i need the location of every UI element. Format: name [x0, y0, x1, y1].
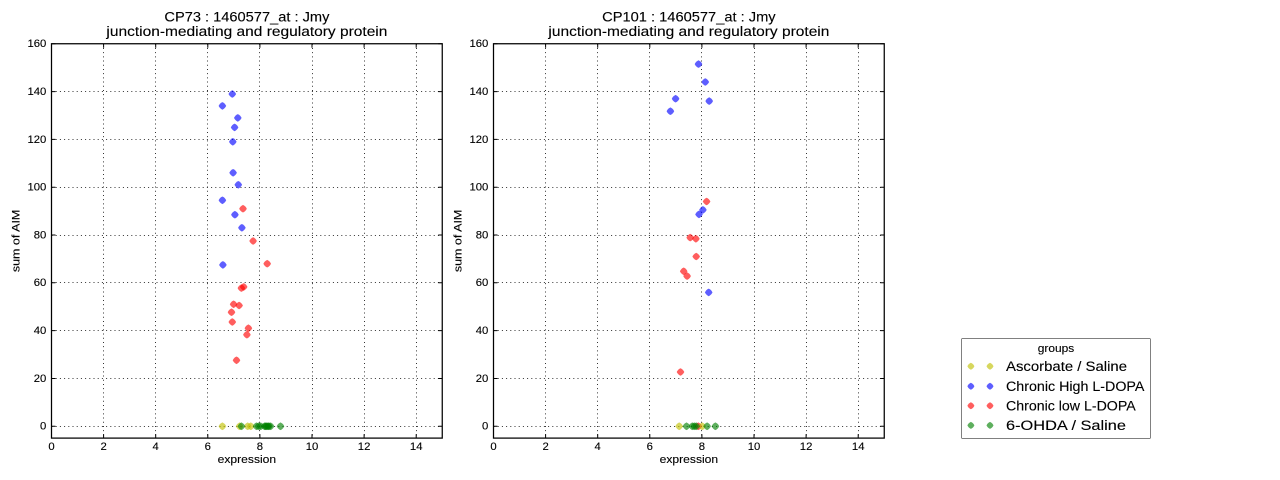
svg-text:0: 0 — [482, 421, 488, 433]
svg-text:CP73 : 1460577_at : Jmy: CP73 : 1460577_at : Jmy — [164, 9, 329, 24]
svg-text:12: 12 — [800, 441, 813, 453]
svg-text:120: 120 — [27, 134, 46, 146]
svg-text:14: 14 — [410, 441, 423, 453]
svg-text:Ascorbate / Saline: Ascorbate / Saline — [1006, 359, 1127, 374]
svg-text:CP101 : 1460577_at : Jmy: CP101 : 1460577_at : Jmy — [602, 9, 776, 24]
svg-text:14: 14 — [852, 441, 865, 453]
svg-text:140: 140 — [469, 86, 488, 98]
svg-text:2: 2 — [542, 441, 548, 453]
svg-text:sum of AIM: sum of AIM — [11, 210, 23, 273]
svg-text:80: 80 — [34, 229, 47, 241]
svg-text:40: 40 — [34, 325, 47, 337]
svg-text:160: 160 — [27, 38, 46, 50]
svg-text:sum of AIM: sum of AIM — [453, 210, 465, 273]
svg-text:12: 12 — [358, 441, 371, 453]
svg-text:4: 4 — [595, 441, 601, 453]
svg-text:60: 60 — [34, 277, 47, 289]
svg-text:junction-mediating and regulat: junction-mediating and regulatory protei… — [105, 24, 387, 39]
svg-text:junction-mediating and regulat: junction-mediating and regulatory protei… — [547, 24, 829, 39]
svg-text:Chronic High L-DOPA: Chronic High L-DOPA — [1006, 379, 1144, 394]
svg-text:40: 40 — [476, 325, 489, 337]
svg-text:groups: groups — [1038, 343, 1075, 355]
svg-text:20: 20 — [476, 373, 489, 385]
svg-text:expression: expression — [660, 454, 719, 466]
svg-text:2: 2 — [100, 441, 106, 453]
svg-text:100: 100 — [27, 182, 46, 194]
svg-text:0: 0 — [490, 441, 496, 453]
svg-text:20: 20 — [34, 373, 47, 385]
svg-text:80: 80 — [476, 229, 489, 241]
svg-text:120: 120 — [469, 134, 488, 146]
svg-text:6: 6 — [205, 441, 211, 453]
svg-text:expression: expression — [218, 454, 277, 466]
svg-text:10: 10 — [306, 441, 319, 453]
svg-text:100: 100 — [469, 182, 488, 194]
svg-text:0: 0 — [48, 441, 54, 453]
svg-text:60: 60 — [476, 277, 489, 289]
svg-text:4: 4 — [153, 441, 159, 453]
svg-text:6-OHDA / Saline: 6-OHDA / Saline — [1006, 418, 1126, 433]
svg-text:8: 8 — [699, 441, 705, 453]
svg-text:0: 0 — [40, 421, 46, 433]
svg-text:10: 10 — [748, 441, 761, 453]
svg-text:140: 140 — [27, 86, 46, 98]
svg-text:8: 8 — [257, 441, 263, 453]
svg-text:Chronic low L-DOPA: Chronic low L-DOPA — [1006, 398, 1136, 413]
svg-text:160: 160 — [469, 38, 488, 50]
svg-text:6: 6 — [647, 441, 653, 453]
